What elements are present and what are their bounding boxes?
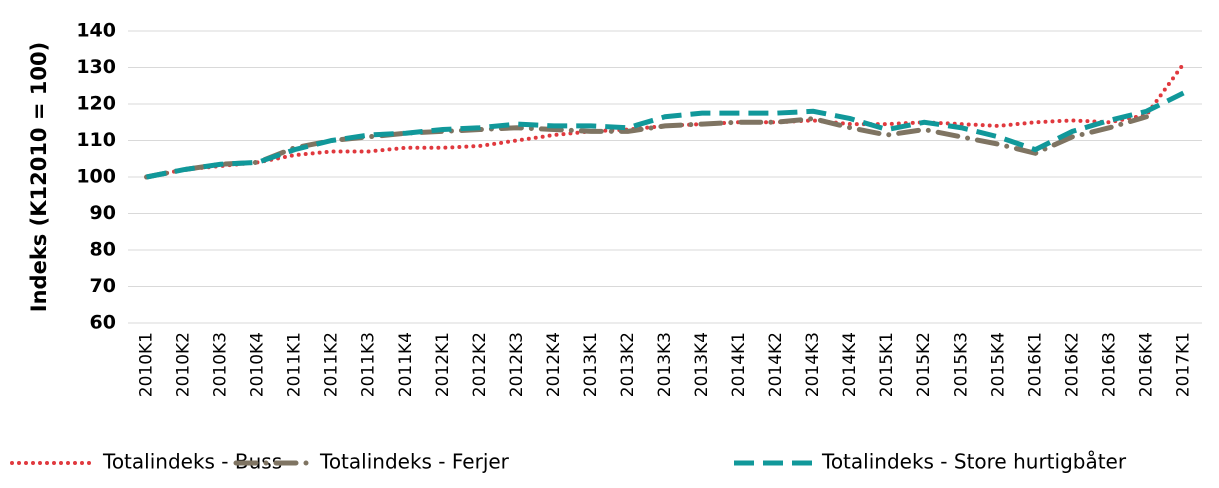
x-tick-label: 2010K3	[211, 332, 231, 397]
x-tick-label: 2010K1	[137, 332, 157, 397]
x-tick-label: 2014K2	[766, 332, 786, 397]
x-tick-label: 2016K1	[1025, 332, 1045, 397]
x-tick-label: 2012K1	[433, 332, 453, 397]
series-line	[144, 114, 1149, 180]
x-tick-label: 2013K3	[655, 332, 675, 397]
y-tick-label: 140	[76, 20, 116, 42]
x-tick-label: 2015K1	[877, 332, 897, 397]
x-tick-label: 2015K3	[951, 332, 971, 397]
x-tick-label: 2015K4	[988, 332, 1008, 397]
x-tick-label: 2016K2	[1062, 332, 1082, 397]
x-tick-label: 2010K4	[248, 332, 268, 397]
x-tick-label: 2010K2	[174, 332, 194, 397]
x-tick-label: 2016K4	[1136, 332, 1156, 397]
x-tick-label: 2013K1	[581, 332, 601, 397]
x-tick-label: 2016K3	[1099, 332, 1119, 397]
legend-label: Totalindeks - Ferjer	[319, 450, 510, 474]
series-line	[146, 90, 1185, 180]
y-tick-label: 80	[90, 239, 116, 261]
y-axis-title: Indeks (K12010 = 100)	[27, 42, 51, 312]
y-tick-label: 130	[76, 56, 116, 78]
x-tick-label: 2011K3	[359, 332, 379, 397]
x-tick-label: 2011K1	[285, 332, 305, 397]
x-tick-label: 2013K2	[618, 332, 638, 397]
x-tick-label: 2012K3	[507, 332, 527, 397]
x-tick-label: 2014K3	[803, 332, 823, 397]
x-tick-label: 2015K2	[914, 332, 934, 397]
y-tick-label: 110	[76, 129, 116, 151]
x-tick-label: 2012K2	[470, 332, 490, 397]
x-tick-label: 2014K1	[729, 332, 749, 397]
y-tick-label: 60	[90, 312, 116, 334]
y-tick-label: 70	[90, 275, 116, 297]
series-line	[144, 61, 1186, 179]
x-tick-label: 2013K4	[692, 332, 712, 397]
x-tick-label: 2011K2	[322, 332, 342, 397]
y-tick-label: 90	[90, 202, 116, 224]
x-tick-label: 2011K4	[396, 332, 416, 397]
x-tick-label: 2014K4	[840, 332, 860, 397]
y-tick-label: 100	[76, 166, 116, 188]
legend-label: Totalindeks - Store hurtigbåter	[821, 450, 1127, 474]
x-tick-label: 2012K4	[544, 332, 564, 397]
y-tick-label: 120	[76, 93, 116, 115]
x-tick-label: 2017K1	[1173, 332, 1193, 397]
